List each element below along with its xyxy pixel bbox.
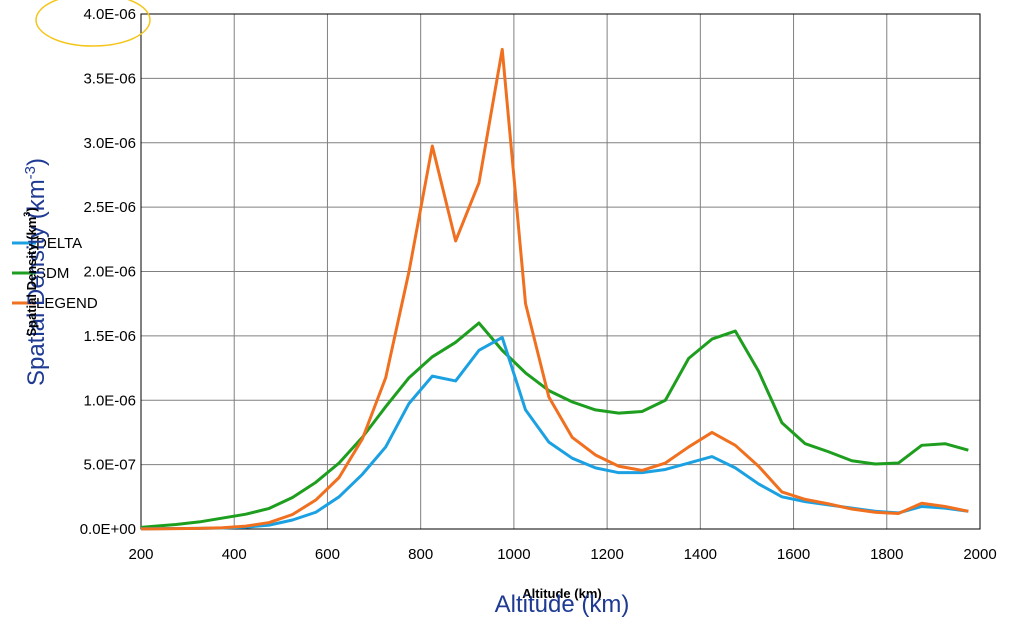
- y-axis-title-small-sup: 3: [22, 212, 32, 217]
- x-tick-label: 1600: [777, 546, 810, 563]
- x-axis-title-small: Altitude (km): [522, 586, 601, 601]
- y-tick-label: 2.0E-06: [83, 264, 136, 281]
- x-tick-label: 400: [222, 546, 247, 563]
- y-tick-label: 0.0E+00: [80, 521, 136, 538]
- y-axis-title-small: Spatial Density (km3): [22, 207, 39, 336]
- y-axis-title-small-close: ): [24, 207, 39, 211]
- y-tick-label: 3.0E-06: [83, 135, 136, 152]
- y-axis-title-small-group: Spatial Density (km3): [22, 207, 39, 336]
- y-tick-label: 4.0E-06: [83, 6, 136, 23]
- y-tick-label: 1.5E-06: [83, 328, 136, 345]
- x-tick-label: 1200: [590, 546, 623, 563]
- y-axis-title-main: Spatial Density (km: [23, 179, 50, 386]
- x-tick-label: 600: [315, 546, 340, 563]
- series-layer: [140, 47, 969, 531]
- legend: DELTA SDM LEGEND: [12, 235, 98, 312]
- series-line-sdm: [140, 321, 969, 529]
- y-axis-title-close: ): [23, 158, 50, 166]
- plot-area-frame: [140, 13, 981, 530]
- x-tick-label: 1000: [497, 546, 530, 563]
- y-axis-title-group: Spatial Density (km -3): [22, 158, 50, 386]
- x-tick-label: 1400: [684, 546, 717, 563]
- y-axis-title-small-main: Spatial Density (km: [24, 217, 39, 337]
- y-tick-label: 1.0E-06: [83, 392, 136, 409]
- y-tick-label: 2.5E-06: [83, 199, 136, 216]
- x-tick-label: 2000: [963, 546, 996, 563]
- series-line-legend: [141, 47, 969, 531]
- legend-label-delta: DELTA: [36, 235, 82, 252]
- x-tick-label: 200: [128, 546, 153, 563]
- highlight-ellipse: [35, 0, 151, 47]
- x-axis-title: Altitude (km): [495, 591, 630, 618]
- y-axis-ticks: 0.0E+00 5.0E-07 1.0E-06 1.5E-06 2.0E-06 2.5E-…: [80, 6, 136, 538]
- x-axis-ticks: 200 400 600 800 1000 1200 1400 1600 1800 2000: [128, 546, 996, 563]
- legend-label-sdm: SDM: [36, 265, 69, 282]
- y-tick-label: 3.5E-06: [83, 70, 136, 87]
- x-tick-label: 1800: [870, 546, 903, 563]
- y-axis-title: Spatial Density (km -3): [22, 158, 50, 386]
- legend-label-legend: LEGEND: [36, 295, 98, 312]
- y-tick-label: 5.0E-07: [83, 457, 136, 474]
- series-line-delta: [140, 335, 969, 531]
- y-axis-title-sup: -3: [22, 166, 39, 179]
- x-tick-label: 800: [408, 546, 433, 563]
